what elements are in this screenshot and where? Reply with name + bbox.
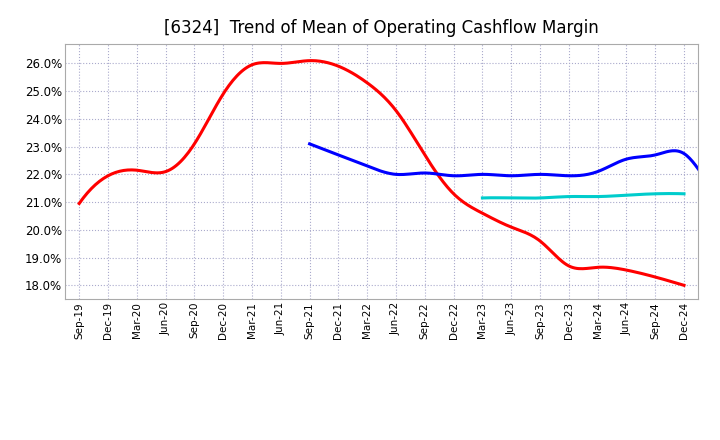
7 Years — [662, 191, 670, 196]
5 Years — [305, 141, 314, 147]
3 Years — [437, 177, 446, 182]
7 Years — [523, 195, 532, 201]
Line: 7 Years: 7 Years — [482, 194, 684, 198]
3 Years — [75, 201, 84, 206]
3 Years — [680, 282, 688, 288]
7 Years — [478, 195, 487, 201]
7 Years — [649, 191, 657, 197]
7 Years — [598, 194, 607, 199]
5 Years — [561, 173, 570, 178]
3 Years — [77, 198, 86, 203]
7 Years — [680, 191, 688, 196]
3 Years — [435, 174, 444, 179]
7 Years — [479, 195, 487, 201]
3 Years — [625, 268, 634, 273]
5 Years — [307, 142, 315, 147]
Line: 3 Years: 3 Years — [79, 61, 684, 285]
7 Years — [599, 194, 608, 199]
3 Years — [447, 189, 456, 194]
7 Years — [602, 194, 611, 199]
3 Years — [307, 58, 316, 63]
5 Years — [570, 173, 578, 178]
5 Years — [697, 170, 706, 176]
Line: 5 Years: 5 Years — [310, 144, 720, 204]
3 Years — [587, 265, 595, 271]
7 Years — [666, 191, 675, 196]
5 Years — [562, 173, 571, 178]
5 Years — [670, 148, 678, 154]
Legend: 3 Years, 5 Years, 7 Years, 10 Years: 3 Years, 5 Years, 7 Years, 10 Years — [177, 438, 586, 440]
Title: [6324]  Trend of Mean of Operating Cashflow Margin: [6324] Trend of Mean of Operating Cashfl… — [164, 19, 599, 37]
